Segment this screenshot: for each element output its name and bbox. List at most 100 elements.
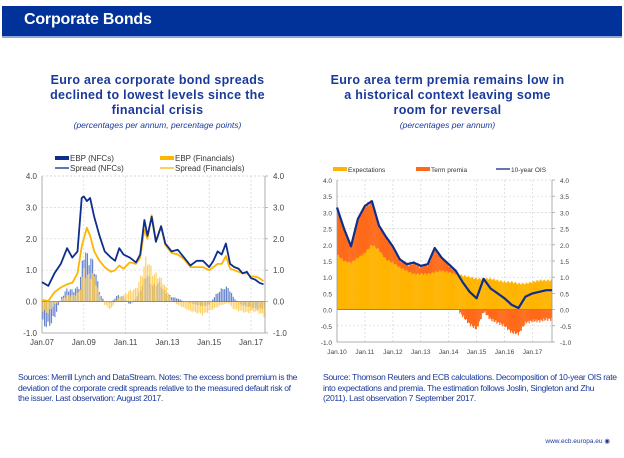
bar-ebp-financials <box>251 301 253 311</box>
x-tick-label: Jan.11 <box>114 338 138 347</box>
bar-term-premia <box>448 266 450 274</box>
y-tick-label-left: 4.0 <box>26 172 38 181</box>
bar-term-premia <box>546 309 548 318</box>
bar-ebp-financials <box>121 296 123 302</box>
bar-ebp-financials <box>140 275 142 302</box>
bar-ebp-nfcs <box>102 298 104 302</box>
bar-term-premia <box>493 309 495 322</box>
bar-ebp-financials <box>157 278 159 302</box>
bar-expectations <box>425 274 428 310</box>
bar-term-premia <box>511 309 514 333</box>
bar-expectations <box>482 277 484 310</box>
bar-term-premia <box>351 241 353 262</box>
bar-expectations <box>547 279 549 310</box>
bar-term-premia <box>382 232 385 257</box>
bar-ebp-financials <box>210 301 212 310</box>
bar-term-premia <box>487 309 489 316</box>
bar-ebp-financials <box>136 288 138 302</box>
bar-ebp-financials <box>158 277 161 302</box>
bar-ebp-financials <box>150 265 152 302</box>
bar-expectations <box>550 280 552 310</box>
bar-expectations <box>428 273 431 310</box>
bar-expectations <box>432 272 434 310</box>
bar-expectations <box>388 260 390 310</box>
bar-term-premia <box>413 262 415 274</box>
bar-expectations <box>394 264 396 310</box>
bar-ebp-financials <box>90 278 92 302</box>
bar-expectations <box>399 266 401 310</box>
bar-expectations <box>439 270 441 310</box>
bar-ebp-financials <box>165 287 167 302</box>
bar-term-premia <box>537 309 539 321</box>
bar-ebp-financials <box>71 294 73 302</box>
bar-term-premia <box>542 309 544 322</box>
bar-expectations <box>383 257 386 310</box>
bar-expectations <box>362 254 364 310</box>
bar-expectations <box>536 280 538 310</box>
bar-ebp-nfcs <box>54 301 56 318</box>
bar-ebp-financials <box>242 301 245 313</box>
bar-expectations <box>527 284 529 310</box>
bar-term-premia <box>474 309 476 330</box>
bar-term-premia <box>394 251 396 265</box>
bar-term-premia <box>412 262 414 275</box>
bar-expectations <box>535 281 537 310</box>
bar-ebp-financials <box>97 287 99 302</box>
bar-ebp-financials <box>152 276 154 302</box>
bar-term-premia <box>531 309 533 323</box>
x-tick-label: Jan.13 <box>411 349 431 356</box>
bar-ebp-financials <box>182 301 185 308</box>
series-line-10-year-ois <box>335 200 552 310</box>
bar-expectations <box>508 281 510 310</box>
bar-term-premia <box>369 202 371 248</box>
bar-term-premia <box>509 309 512 333</box>
bar-ebp-financials <box>220 301 222 305</box>
bar-term-premia <box>395 251 397 264</box>
bar-term-premia <box>539 309 541 323</box>
bar-term-premia <box>495 309 497 321</box>
bar-ebp-financials <box>260 301 262 314</box>
bar-term-premia <box>472 309 475 328</box>
bar-expectations <box>387 260 389 310</box>
bar-expectations <box>358 257 360 310</box>
bar-expectations <box>512 283 515 310</box>
bar-ebp-financials <box>76 293 78 302</box>
bar-ebp-financials <box>179 301 181 306</box>
bar-expectations <box>378 248 380 310</box>
y-tick-label-left: 2.0 <box>26 235 38 244</box>
x-tick-label: Jan.12 <box>383 349 403 356</box>
bar-ebp-financials <box>107 301 109 308</box>
footer-url[interactable]: www.ecb.europa.eu <box>545 438 603 445</box>
bar-term-premia <box>524 309 526 322</box>
bar-ebp-financials <box>79 289 82 302</box>
bar-term-premia <box>372 203 374 247</box>
bar-ebp-nfcs <box>129 301 131 304</box>
bar-term-premia <box>527 309 529 321</box>
bar-expectations <box>486 278 488 310</box>
bar-expectations <box>390 262 392 310</box>
y-tick-label-right: -1.0 <box>273 329 287 338</box>
bar-expectations <box>544 279 546 310</box>
bar-term-premia <box>347 239 349 263</box>
bar-term-premia <box>533 309 535 322</box>
x-tick-label: Jan.13 <box>155 338 180 347</box>
bar-term-premia <box>514 309 517 335</box>
bar-term-premia <box>475 309 477 329</box>
bar-expectations <box>389 262 391 310</box>
bar-term-premia <box>498 309 500 323</box>
bar-expectations <box>452 273 454 310</box>
bar-expectations <box>426 274 429 310</box>
y-tick-label-left: 0.5 <box>323 291 332 298</box>
bar-ebp-financials <box>117 297 119 302</box>
bar-term-premia <box>415 262 417 275</box>
bar-expectations <box>464 275 466 310</box>
left-chart: 4.0 4.03.0 3.02.0 2.01.0 1.00.0 0.0-1.0 -1.0Ja… <box>23 154 287 347</box>
bar-ebp-financials <box>145 256 147 302</box>
bar-term-premia <box>438 252 440 271</box>
legend-label: Spread (Financials) <box>175 164 245 173</box>
bar-term-premia <box>379 228 381 252</box>
y-tick-label-left: 0.0 <box>26 298 38 307</box>
bar-term-premia <box>388 239 390 261</box>
bar-ebp-financials <box>212 301 214 311</box>
